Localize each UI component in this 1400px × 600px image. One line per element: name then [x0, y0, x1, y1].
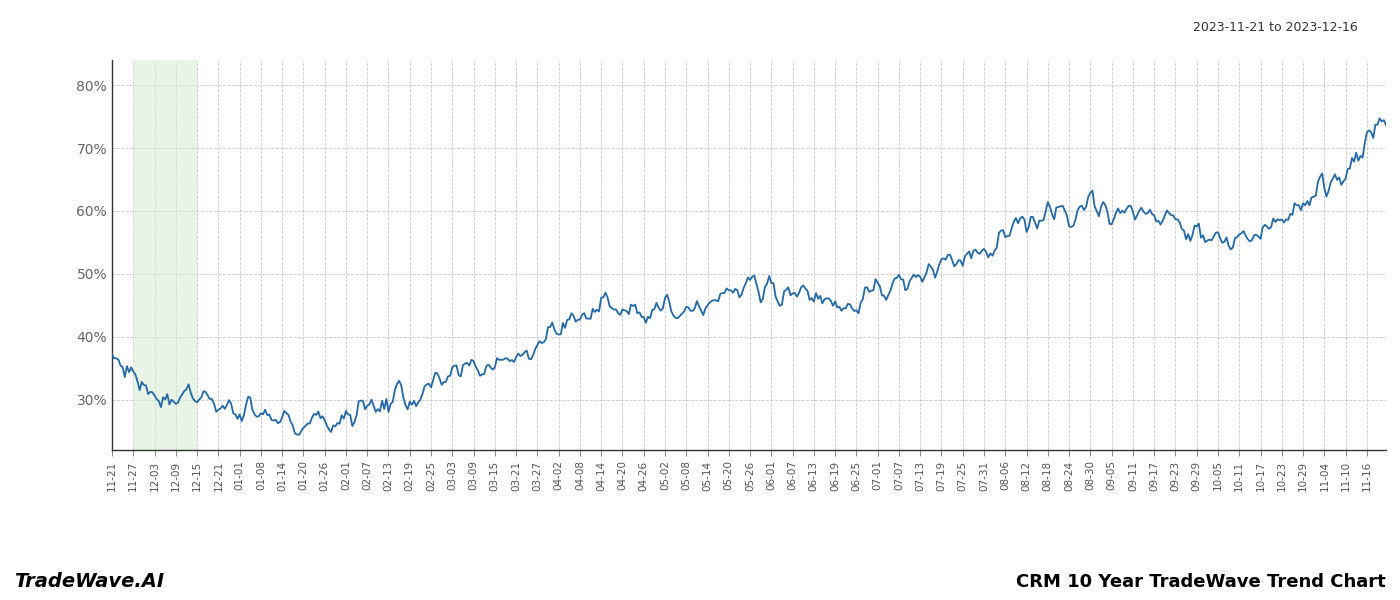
Text: CRM 10 Year TradeWave Trend Chart: CRM 10 Year TradeWave Trend Chart: [1016, 573, 1386, 591]
Text: 2023-11-21 to 2023-12-16: 2023-11-21 to 2023-12-16: [1193, 21, 1358, 34]
Text: TradeWave.AI: TradeWave.AI: [14, 572, 164, 591]
Bar: [133, 60, 197, 450]
